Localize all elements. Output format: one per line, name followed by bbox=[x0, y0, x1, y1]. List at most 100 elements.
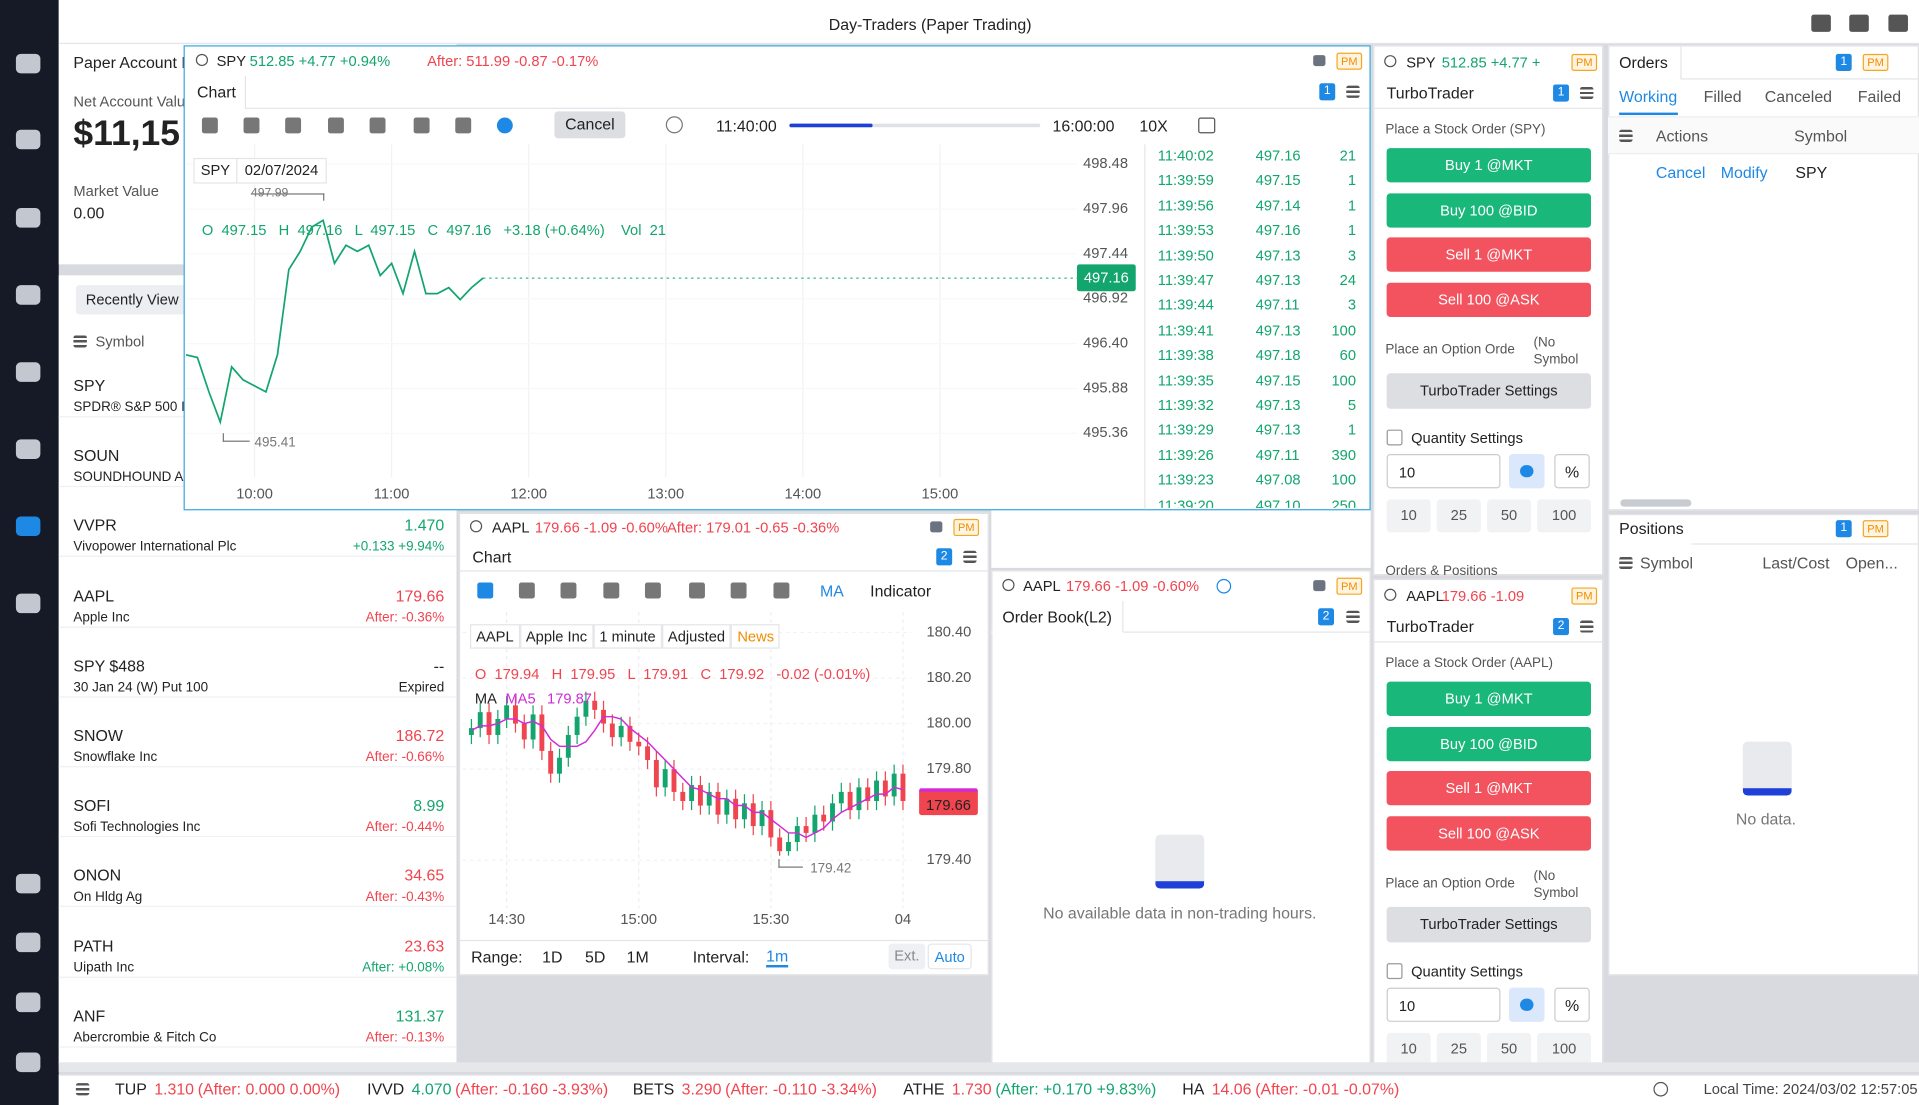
candle-body bbox=[838, 791, 844, 804]
refresh-icon bbox=[1653, 1081, 1669, 1097]
change: After: -0.44% bbox=[365, 820, 445, 835]
order-button[interactable]: Sell 1 @MKT bbox=[1386, 237, 1592, 272]
count-badge: 1 bbox=[1553, 84, 1569, 102]
button[interactable]: Cancel bbox=[554, 111, 626, 139]
quick-qty[interactable]: 100 bbox=[1537, 1032, 1592, 1066]
order-button[interactable]: Sell 1 @MKT bbox=[1386, 771, 1592, 806]
change: Expired bbox=[398, 680, 445, 695]
row-divider bbox=[58, 906, 457, 908]
x-tick-label: 04 bbox=[895, 912, 911, 928]
tab[interactable]: Failed bbox=[1857, 87, 1902, 106]
ohlc-legend: O 179.94 H 179.95 L 179.91 C 179.92 -0.0… bbox=[474, 665, 871, 683]
top-bar bbox=[58, 0, 1919, 45]
settings-button[interactable]: TurboTrader Settings bbox=[1386, 906, 1592, 943]
candle-body bbox=[468, 728, 474, 735]
trade-time: 11:39:56 bbox=[1157, 196, 1214, 214]
interval-option[interactable]: 1m bbox=[766, 947, 789, 968]
count-badge: 1 bbox=[1835, 53, 1852, 71]
market-value: 0.00 bbox=[73, 203, 105, 223]
quick-qty[interactable]: 50 bbox=[1486, 499, 1532, 533]
trade-time: 11:39:50 bbox=[1157, 246, 1214, 264]
column-header: Symbol bbox=[1639, 553, 1694, 573]
button[interactable]: Auto bbox=[927, 943, 972, 970]
ticker-bar bbox=[58, 1074, 1919, 1105]
tape-divider bbox=[1144, 144, 1146, 510]
candle-body bbox=[689, 785, 695, 802]
tab[interactable]: Canceled bbox=[1764, 87, 1833, 106]
range-option[interactable]: 5D bbox=[585, 947, 606, 967]
cancel-link[interactable]: Cancel bbox=[1655, 163, 1706, 182]
quick-qty[interactable]: 25 bbox=[1436, 1032, 1481, 1066]
low-bracket bbox=[222, 433, 250, 442]
checkbox[interactable] bbox=[1386, 963, 1403, 980]
symbol: PATH bbox=[73, 936, 114, 955]
price: 1.470 bbox=[404, 516, 445, 535]
trade-size: 1 bbox=[1347, 421, 1357, 439]
trade-price: 497.13 bbox=[1255, 321, 1301, 339]
range-option[interactable]: 1D bbox=[542, 947, 563, 967]
button[interactable]: % bbox=[1554, 987, 1590, 1022]
settings-button[interactable]: TurboTrader Settings bbox=[1386, 373, 1592, 409]
order-button[interactable]: Buy 1 @MKT bbox=[1386, 681, 1592, 716]
quote: 179.66 -1.09 -0.60% bbox=[1065, 577, 1200, 595]
quick-qty[interactable]: 50 bbox=[1486, 1032, 1532, 1066]
tab-line bbox=[1691, 543, 1919, 545]
y-tick-label: 180.40 bbox=[926, 624, 971, 640]
candle-body bbox=[486, 712, 492, 735]
progress-track bbox=[789, 123, 1041, 128]
tab[interactable]: Working bbox=[1619, 87, 1678, 106]
trade-time: 11:39:47 bbox=[1157, 271, 1214, 289]
speed: 10X bbox=[1139, 116, 1168, 136]
order-button[interactable]: Sell 100 @ASK bbox=[1386, 282, 1592, 317]
quantity-input[interactable] bbox=[1386, 987, 1501, 1022]
sidebar bbox=[0, 0, 59, 1105]
pm-badge: PM bbox=[1862, 53, 1889, 71]
order-button[interactable]: Sell 100 @ASK bbox=[1386, 816, 1592, 851]
indicator-button[interactable]: Indicator bbox=[870, 581, 932, 601]
ma-button[interactable]: MA bbox=[819, 581, 844, 601]
chart-plot: 14:30 15:00 15:30 04 180.40 180.20 180.00 179.8… bbox=[462, 611, 971, 928]
modify-link[interactable]: Modify bbox=[1720, 163, 1768, 182]
price: 23.63 bbox=[404, 936, 445, 955]
search-icon bbox=[1384, 55, 1397, 68]
ticker-symbol: IVVD bbox=[367, 1080, 405, 1099]
candle-body bbox=[777, 837, 783, 852]
toolbar-icon bbox=[1811, 14, 1831, 32]
last-price-tag: 497.16 bbox=[1076, 264, 1136, 292]
ohlc-legend: O 497.15 H 497.16 L 497.15 C 497.16 +3.1… bbox=[201, 221, 666, 239]
symbol: AAPL bbox=[491, 518, 530, 537]
tool-icon bbox=[518, 582, 535, 599]
quantity-input[interactable] bbox=[1386, 454, 1501, 489]
legend-chip: News bbox=[731, 624, 781, 649]
trade-size: 60 bbox=[1339, 346, 1357, 364]
order-button[interactable]: Buy 1 @MKT bbox=[1386, 148, 1592, 183]
y-tick-label: 497.44 bbox=[1083, 246, 1128, 262]
trade-time: 11:39:44 bbox=[1157, 296, 1214, 314]
y-tick-label: 496.40 bbox=[1083, 336, 1128, 352]
tab: Chart bbox=[472, 547, 512, 567]
row-divider bbox=[58, 1046, 457, 1048]
checkbox[interactable] bbox=[1386, 429, 1403, 446]
y-tick-label: 179.80 bbox=[926, 761, 971, 777]
quick-qty[interactable]: 100 bbox=[1537, 499, 1592, 533]
order-button[interactable]: Buy 100 @BID bbox=[1386, 192, 1592, 228]
trade-size: 100 bbox=[1331, 321, 1357, 339]
button[interactable]: Ext. bbox=[888, 943, 926, 970]
ticker-symbol: BETS bbox=[632, 1080, 675, 1099]
candle-body bbox=[592, 700, 598, 710]
tab[interactable]: Filled bbox=[1703, 87, 1742, 106]
quick-qty[interactable]: 10 bbox=[1386, 499, 1431, 533]
order-button[interactable]: Buy 100 @BID bbox=[1386, 726, 1592, 761]
toolbar-icon bbox=[1849, 14, 1869, 32]
symbol: SPY bbox=[73, 376, 106, 395]
button[interactable]: % bbox=[1554, 454, 1590, 489]
trade-price: 497.08 bbox=[1255, 471, 1301, 489]
search-icon bbox=[195, 53, 209, 67]
quick-qty[interactable]: 10 bbox=[1386, 1032, 1431, 1066]
range-option[interactable]: 1M bbox=[626, 947, 649, 967]
trade-time: 11:40:02 bbox=[1157, 146, 1214, 164]
tab[interactable]: Recently View bbox=[75, 285, 189, 315]
column-header: Symbol bbox=[1794, 126, 1848, 146]
trade-size: 100 bbox=[1331, 471, 1357, 489]
quick-qty[interactable]: 25 bbox=[1436, 499, 1481, 533]
